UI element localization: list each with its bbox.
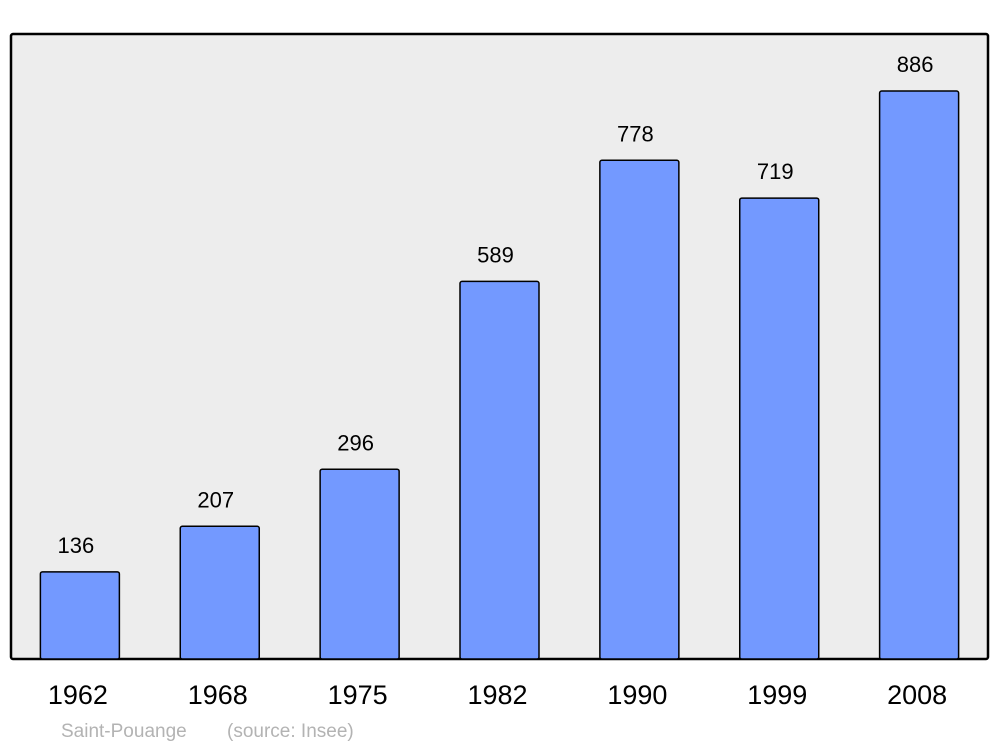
bar-1968: [179, 525, 261, 660]
bar-1982: [459, 280, 540, 660]
data-label-1990: 778: [617, 121, 654, 146]
x-tick-label-1999: 1999: [747, 680, 807, 710]
x-tick-label-2008: 2008: [887, 680, 947, 710]
data-label-1968: 207: [197, 487, 234, 512]
bar-1962: [39, 571, 121, 660]
footer-place: Saint-Pouange: [61, 721, 187, 742]
bar-1990: [599, 159, 680, 660]
data-label-1962: 136: [58, 533, 95, 558]
x-tick-label-1990: 1990: [607, 680, 667, 710]
x-tick-label-1968: 1968: [188, 680, 248, 710]
data-label-1975: 296: [337, 430, 374, 455]
bar-2008: [878, 90, 960, 660]
bar-1999: [738, 197, 820, 660]
x-tick-label-1982: 1982: [467, 680, 527, 710]
x-tick-label-1962: 1962: [48, 680, 108, 710]
footer-source: (source: Insee): [227, 721, 354, 742]
data-label-1982: 589: [477, 242, 514, 267]
data-label-2008: 886: [897, 52, 934, 77]
x-tick-label-1975: 1975: [328, 680, 388, 710]
data-label-1999: 719: [757, 159, 794, 184]
bar-1975: [319, 468, 400, 660]
